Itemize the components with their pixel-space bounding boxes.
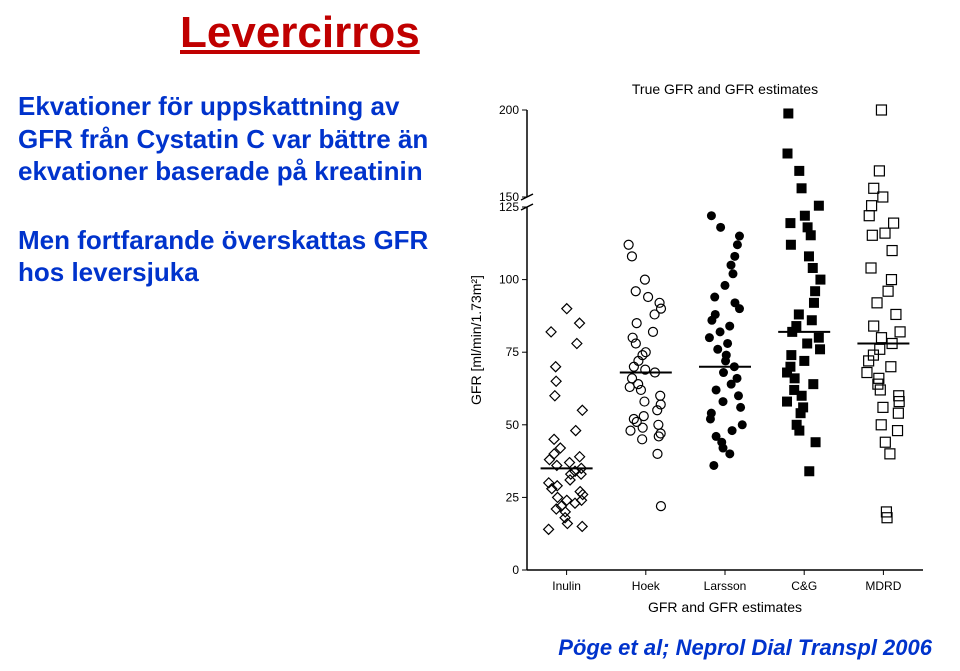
svg-text:50: 50 bbox=[506, 418, 520, 432]
svg-text:GFR [ml/min/1.73m²]: GFR [ml/min/1.73m²] bbox=[468, 275, 484, 405]
paragraph-2: Men fortfarande överskattas GFR hos leve… bbox=[18, 224, 448, 289]
svg-text:75: 75 bbox=[506, 345, 520, 359]
page-title: Levercirros bbox=[180, 8, 420, 58]
svg-text:0: 0 bbox=[512, 563, 519, 577]
gfr-chart: True GFR and GFR estimates02550751001251… bbox=[465, 78, 953, 626]
svg-text:GFR and GFR estimates: GFR and GFR estimates bbox=[648, 599, 802, 615]
svg-text:25: 25 bbox=[506, 490, 520, 504]
body-text: Ekvationer för uppskattning av GFR från … bbox=[18, 90, 448, 325]
svg-text:Hoek: Hoek bbox=[632, 579, 661, 593]
citation: Pöge et al; Neprol Dial Transpl 2006 bbox=[558, 635, 932, 661]
svg-text:MDRD: MDRD bbox=[865, 579, 901, 593]
svg-text:True GFR and GFR estimates: True GFR and GFR estimates bbox=[632, 81, 818, 97]
svg-text:Larsson: Larsson bbox=[704, 579, 747, 593]
svg-text:100: 100 bbox=[499, 273, 519, 287]
svg-text:150: 150 bbox=[499, 190, 519, 204]
svg-text:200: 200 bbox=[499, 103, 519, 117]
svg-text:C&G: C&G bbox=[791, 579, 817, 593]
svg-text:Inulin: Inulin bbox=[552, 579, 581, 593]
paragraph-1: Ekvationer för uppskattning av GFR från … bbox=[18, 90, 448, 188]
